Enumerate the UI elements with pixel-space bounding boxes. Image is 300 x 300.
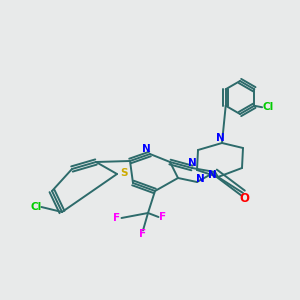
Text: N: N (196, 174, 205, 184)
Text: O: O (239, 192, 250, 205)
Text: S: S (120, 168, 127, 178)
Text: Cl: Cl (262, 102, 274, 112)
Text: Cl: Cl (30, 202, 42, 212)
Text: F: F (159, 212, 167, 222)
Text: N: N (142, 144, 151, 154)
Text: F: F (113, 213, 121, 223)
Text: F: F (140, 229, 147, 239)
Text: N: N (208, 170, 217, 181)
Text: N: N (188, 158, 196, 168)
Text: N: N (216, 133, 225, 142)
